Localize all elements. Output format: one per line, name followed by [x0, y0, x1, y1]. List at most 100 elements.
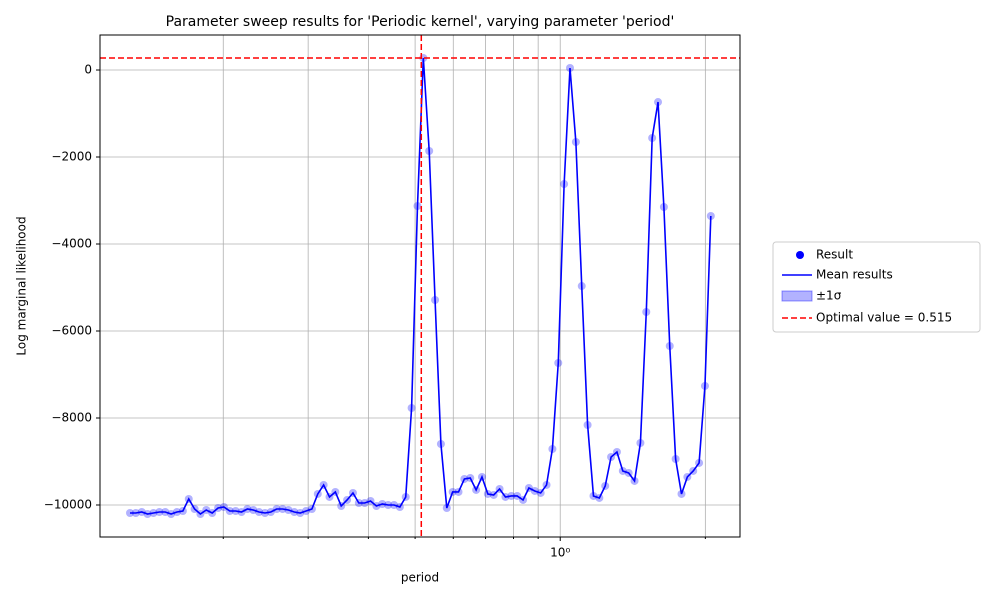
result-point [161, 507, 170, 516]
result-point [601, 481, 610, 490]
result-point [460, 474, 469, 483]
result-point [530, 486, 539, 495]
result-point [343, 495, 352, 504]
legend-marker [796, 251, 804, 259]
legend-label: Optimal value = 0.515 [816, 311, 952, 325]
result-point [296, 508, 305, 517]
result-point [325, 492, 334, 501]
y-tick-label: −6000 [51, 323, 92, 337]
result-point [607, 453, 616, 462]
y-tick-label: −8000 [51, 410, 92, 424]
result-point [208, 508, 217, 517]
result-point [583, 420, 592, 429]
result-point [483, 489, 492, 498]
result-point [548, 445, 557, 454]
result-point [612, 448, 621, 457]
result-point [624, 468, 633, 477]
axes-frame [99, 34, 741, 538]
result-point [395, 502, 404, 511]
result-point [571, 138, 580, 147]
y-tick-label: −2000 [51, 150, 92, 164]
result-point [683, 472, 692, 481]
result-point [401, 492, 410, 501]
result-point [431, 295, 440, 304]
y-tick-label: −4000 [51, 237, 92, 251]
result-point [519, 495, 528, 504]
result-point [413, 201, 422, 210]
result-point [689, 466, 698, 475]
result-point [348, 488, 357, 497]
result-point [143, 509, 152, 518]
result-point [214, 503, 223, 512]
result-point [654, 98, 663, 107]
result-point [636, 439, 645, 448]
result-point [695, 458, 704, 467]
result-point [524, 483, 533, 492]
result-point [149, 508, 158, 517]
result-point [337, 501, 346, 510]
result-point [331, 487, 340, 496]
result-point [155, 507, 164, 516]
result-point [630, 476, 639, 485]
result-point [354, 498, 363, 507]
result-point [560, 180, 569, 189]
result-point [700, 381, 709, 390]
result-point [618, 466, 627, 475]
result-point [266, 507, 275, 516]
legend: Result Mean results ±1σ Optimal value = 0.5… [772, 241, 981, 333]
result-point [513, 491, 522, 500]
y-axis-label: Log marginal likelihood [15, 216, 29, 355]
result-point [255, 507, 264, 516]
result-point [542, 480, 551, 489]
result-point [648, 134, 657, 143]
result-point [307, 504, 316, 513]
result-point [243, 504, 252, 513]
result-point [442, 503, 451, 512]
legend-label: Result [816, 248, 853, 262]
result-point [219, 502, 228, 511]
result-point [566, 64, 575, 73]
y-tick-label: 0 [84, 63, 92, 77]
result-point [372, 501, 381, 510]
plot-area: 10⁰ 0 −2000 −4000 −6000 −8000 −10000 [44, 35, 740, 560]
result-point [577, 282, 586, 291]
mean-line [130, 57, 712, 515]
result-point [302, 506, 311, 515]
result-point [290, 507, 299, 516]
result-point [319, 480, 328, 489]
result-point [313, 489, 322, 498]
result-point [425, 147, 434, 156]
x-tick-label: 10⁰ [550, 546, 570, 560]
result-point [137, 507, 146, 516]
result-point [131, 508, 140, 517]
result-point [260, 508, 269, 517]
result-point [366, 496, 375, 505]
result-point [407, 403, 416, 412]
result-point [466, 473, 475, 482]
legend-label: Mean results [816, 268, 893, 282]
result-point [472, 485, 481, 494]
result-point [448, 487, 457, 496]
result-point [172, 507, 181, 516]
result-point [554, 359, 563, 368]
result-point [225, 506, 234, 515]
legend-box [772, 241, 981, 333]
result-point [671, 455, 680, 464]
result-point [196, 509, 205, 518]
chart-title: Parameter sweep results for 'Periodic ke… [166, 14, 675, 30]
result-point [237, 507, 246, 516]
result-point [536, 488, 545, 497]
result-point [284, 505, 293, 514]
result-point [184, 494, 193, 503]
result-point [178, 506, 187, 515]
result-point [495, 484, 504, 493]
result-point [642, 307, 651, 316]
result-point [202, 505, 211, 514]
result-point [378, 499, 387, 508]
result-point [477, 472, 486, 481]
result-point [589, 491, 598, 500]
result-point [390, 500, 399, 509]
result-point [436, 440, 445, 449]
result-point [360, 498, 369, 507]
